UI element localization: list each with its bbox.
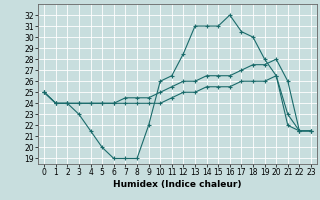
X-axis label: Humidex (Indice chaleur): Humidex (Indice chaleur): [113, 180, 242, 189]
